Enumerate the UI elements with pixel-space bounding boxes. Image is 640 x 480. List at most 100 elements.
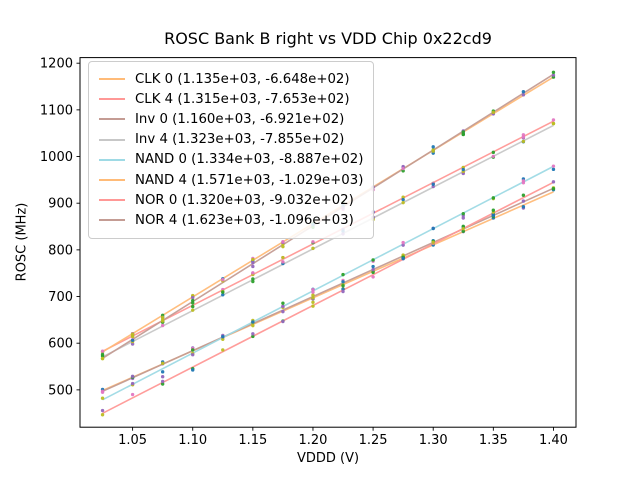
- data-point: [191, 295, 195, 300]
- data-point: [551, 118, 556, 122]
- data-point: [551, 70, 556, 75]
- data-point: [251, 261, 255, 265]
- data-point: [521, 205, 526, 209]
- data-point: [311, 296, 315, 300]
- data-point: [191, 298, 195, 303]
- fit-line-nor-0: [102, 181, 554, 415]
- data-point: [311, 240, 315, 244]
- data-point: [251, 320, 255, 324]
- data-point: [160, 370, 165, 374]
- data-point: [160, 375, 165, 379]
- y-axis-label: ROSC (MHz): [14, 202, 30, 282]
- data-point: [251, 279, 255, 284]
- scatter-nor-0: [100, 180, 556, 417]
- chart-title: ROSC Bank B right vs VDD Chip 0x22cd9: [164, 29, 492, 48]
- legend-label: CLK 0 (1.135e+03, -6.648e+02): [135, 71, 350, 87]
- scatter-nand-0: [100, 164, 556, 400]
- data-point: [401, 256, 405, 261]
- data-point: [160, 361, 165, 366]
- data-point: [461, 167, 465, 172]
- data-point: [551, 167, 556, 172]
- data-point: [521, 193, 526, 197]
- data-point: [401, 197, 405, 202]
- data-point: [191, 304, 195, 309]
- data-point: [341, 284, 345, 288]
- data-point: [551, 180, 556, 184]
- data-point: [281, 240, 285, 244]
- legend-line-swatch: [99, 78, 125, 81]
- data-point: [431, 182, 435, 186]
- legend-item-clk-4: CLK 4 (1.315e+03, -7.653e+02): [99, 89, 363, 109]
- data-point: [551, 164, 556, 168]
- data-point: [251, 277, 255, 281]
- x-tick-label: 1.15: [238, 433, 267, 448]
- data-point: [221, 337, 225, 341]
- data-point: [251, 334, 255, 339]
- x-tick-label: 1.30: [419, 433, 448, 448]
- data-point: [431, 145, 435, 149]
- data-point: [100, 352, 105, 357]
- legend-line-swatch: [99, 118, 125, 121]
- legend-label: Inv 0 (1.160e+03, -6.921e+02): [135, 111, 345, 127]
- legend-line-swatch: [99, 158, 125, 161]
- data-point: [191, 308, 195, 312]
- y-tick-label: 500: [48, 383, 73, 398]
- x-axis-ticks: 1.05 1.10 1.15 1.20 1.25 1.30 1.35 1.40: [118, 427, 568, 448]
- data-point: [281, 260, 285, 264]
- y-axis-ticks: 500 600 700 800 900 1000 1100 1200: [40, 57, 80, 398]
- legend-label: CLK 4 (1.315e+03, -7.653e+02): [135, 91, 350, 107]
- legend-label: NOR 0 (1.320e+03, -9.032e+02): [135, 192, 354, 208]
- data-point: [130, 332, 135, 336]
- data-point: [401, 166, 405, 171]
- data-point: [371, 258, 375, 262]
- y-tick-label: 800: [48, 243, 73, 258]
- data-point: [341, 272, 345, 277]
- data-point: [521, 139, 526, 144]
- y-tick-label: 700: [48, 290, 73, 305]
- data-point: [461, 216, 465, 220]
- x-axis-label: VDDD (V): [296, 451, 360, 466]
- data-point: [461, 130, 465, 134]
- legend-item-inv-0: Inv 0 (1.160e+03, -6.921e+02): [99, 109, 363, 129]
- data-point: [251, 264, 255, 269]
- data-point: [461, 224, 465, 228]
- data-point: [221, 293, 225, 297]
- data-point: [160, 319, 165, 323]
- data-point: [431, 149, 435, 153]
- data-point: [311, 246, 315, 251]
- legend-line-swatch: [99, 199, 125, 202]
- legend-label: NOR 4 (1.623e+03, -1.096e+03): [135, 212, 354, 228]
- data-point: [521, 90, 526, 94]
- data-point: [551, 121, 556, 126]
- y-tick-label: 1100: [40, 103, 73, 118]
- data-point: [371, 270, 375, 275]
- data-point: [191, 353, 195, 357]
- data-point: [221, 348, 225, 352]
- data-point: [461, 229, 465, 233]
- data-point: [551, 73, 556, 77]
- data-point: [281, 304, 285, 309]
- data-point: [341, 280, 345, 284]
- axes-spines: [79, 57, 577, 428]
- y-tick-label: 1200: [40, 57, 73, 72]
- data-point: [100, 356, 105, 361]
- data-point: [401, 195, 405, 199]
- data-point: [401, 240, 405, 245]
- data-point: [160, 382, 165, 386]
- data-point: [281, 244, 285, 249]
- data-point: [521, 135, 526, 139]
- y-tick-label: 1000: [40, 150, 73, 165]
- data-point: [371, 264, 375, 269]
- data-point: [401, 243, 405, 247]
- data-point: [521, 199, 526, 203]
- data-point: [191, 301, 195, 305]
- fit-line-inv-4: [102, 124, 554, 358]
- data-point: [100, 408, 105, 413]
- data-point: [251, 332, 255, 336]
- x-tick-label: 1.40: [539, 433, 568, 448]
- data-point: [521, 93, 526, 97]
- x-tick-label: 1.20: [298, 433, 327, 448]
- legend-line-swatch: [99, 98, 125, 101]
- data-point: [311, 293, 315, 297]
